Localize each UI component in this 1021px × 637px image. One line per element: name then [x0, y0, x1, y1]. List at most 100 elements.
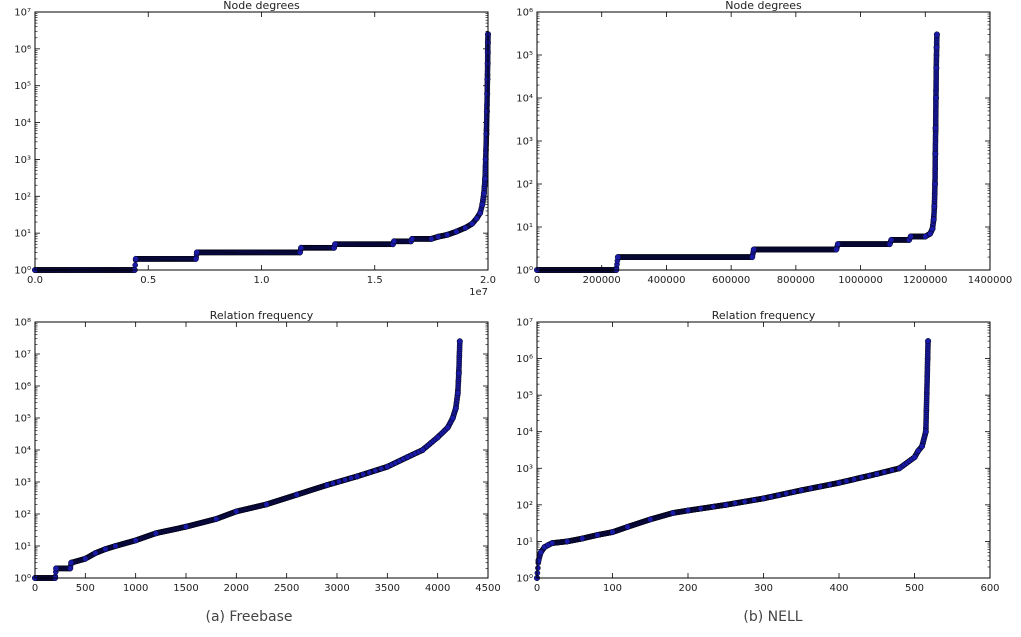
- data-point: [484, 76, 491, 83]
- data-point: [624, 523, 631, 530]
- data-point: [817, 483, 823, 490]
- data-point: [152, 530, 159, 537]
- chart-title: Node degrees: [223, 0, 300, 12]
- data-point: [647, 516, 654, 523]
- data-point: [477, 210, 484, 217]
- data-point: [469, 220, 476, 227]
- x-tick-label: 800000: [777, 275, 815, 286]
- data-point: [932, 150, 939, 157]
- y-tick-label: 10⁵: [14, 414, 31, 425]
- y-tick-label: 10⁶: [516, 8, 533, 19]
- data-point: [722, 501, 729, 508]
- data-point: [881, 469, 888, 475]
- caption-freebase: (a) Freebase: [205, 609, 293, 625]
- x-tick-label: 4000: [425, 583, 450, 594]
- data-point: [889, 467, 895, 474]
- data-point: [330, 480, 336, 487]
- data-point: [798, 487, 805, 494]
- x-tick-label: 0.5: [140, 275, 156, 286]
- x-tick-label: 0: [32, 583, 38, 594]
- data-point: [132, 262, 138, 268]
- plot-frame: [34, 11, 489, 271]
- data-point: [783, 490, 790, 497]
- data-point: [535, 565, 541, 571]
- x-tick-label: 0: [534, 275, 540, 286]
- y-tick-label: 10⁷: [516, 318, 533, 329]
- y-tick-label: 10⁶: [516, 354, 533, 365]
- data-point: [444, 231, 451, 238]
- data-point: [907, 233, 914, 240]
- data-point: [851, 476, 857, 483]
- x-tick-label: 0: [534, 583, 540, 594]
- y-tick-label: 10²: [516, 180, 533, 191]
- data-point: [564, 538, 571, 545]
- data-point: [480, 190, 487, 197]
- data-point: [456, 338, 463, 345]
- data-point: [483, 108, 490, 115]
- data-point: [930, 216, 937, 223]
- y-tick-label: 10²: [516, 500, 533, 511]
- chart-freebase-node-degrees: Node degrees 10⁰ 10¹ 10² 10³ 10⁴ 10⁵ 10⁶ 10⁷ 0.0 0…: [14, 0, 496, 298]
- data-point: [749, 254, 756, 261]
- data-point: [932, 180, 939, 187]
- x-tick-label: 1000: [123, 583, 148, 594]
- y-tick-label: 10²: [14, 510, 31, 521]
- data-point: [760, 495, 767, 502]
- plot-frame: [536, 11, 991, 271]
- data-point: [449, 415, 456, 422]
- data-point: [826, 481, 833, 488]
- data-point: [843, 478, 850, 484]
- data-point: [182, 523, 189, 530]
- x-tick-label: 200000: [583, 275, 621, 286]
- data-point: [933, 44, 940, 51]
- data-point: [462, 224, 469, 231]
- data-point: [298, 244, 305, 251]
- data-point: [132, 255, 139, 262]
- y-tick-label: 10⁶: [14, 382, 31, 393]
- y-tick-label: 10⁶: [14, 44, 31, 55]
- data-point: [579, 535, 586, 542]
- x-tick-label: 1.5: [367, 275, 383, 286]
- data-point: [391, 238, 398, 245]
- data-point: [929, 225, 936, 232]
- data-point: [931, 203, 938, 210]
- x-tick-label: 300: [754, 583, 773, 594]
- y-tick-label: 10³: [14, 478, 31, 489]
- data-point: [342, 477, 348, 483]
- data-point: [454, 390, 461, 397]
- data-point: [925, 338, 932, 345]
- y-tick-label: 10⁸: [14, 318, 31, 329]
- data-point: [919, 443, 926, 450]
- y-tick-label: 10⁷: [14, 350, 31, 361]
- x-tick-label: 400: [829, 583, 848, 594]
- y-tick-label: 10¹: [14, 229, 31, 240]
- data-point: [896, 465, 903, 472]
- data-point: [922, 428, 929, 435]
- data-point: [455, 370, 462, 377]
- x-tick-label: 200: [678, 583, 697, 594]
- data-point: [434, 434, 441, 441]
- data-point: [323, 482, 330, 489]
- data-point: [53, 565, 60, 572]
- x-tick-label: 500: [76, 583, 95, 594]
- chart-nell-relation-frequency: Relation frequency 10⁰ 10¹ 10² 10³ 10⁴ 10⁵ 10⁶ 1…: [516, 309, 999, 594]
- data-point: [933, 31, 940, 38]
- series-line: [537, 34, 938, 271]
- data-point: [366, 469, 373, 476]
- chart-freebase-relation-frequency: Relation frequency 10⁰ 10¹ 10² 10³ 10⁴ 10⁵ 10⁶ 1…: [14, 309, 500, 594]
- data-point: [741, 498, 748, 505]
- caption-nell: (b) NELL: [743, 609, 803, 625]
- y-tick-label: 10⁰: [14, 266, 31, 277]
- x-tick-label: 4500: [475, 583, 500, 594]
- data-point: [348, 475, 354, 481]
- series-markers: [32, 31, 492, 274]
- data-point: [332, 241, 339, 248]
- x-tick-label: 500: [905, 583, 924, 594]
- data-point: [484, 90, 491, 97]
- y-tick-label: 10¹: [14, 542, 31, 553]
- x-offset-label: 1e7: [469, 287, 488, 298]
- data-point: [858, 474, 865, 481]
- y-tick-label: 10⁴: [14, 118, 31, 129]
- data-point: [409, 235, 416, 242]
- x-tick-label: 400000: [647, 275, 685, 286]
